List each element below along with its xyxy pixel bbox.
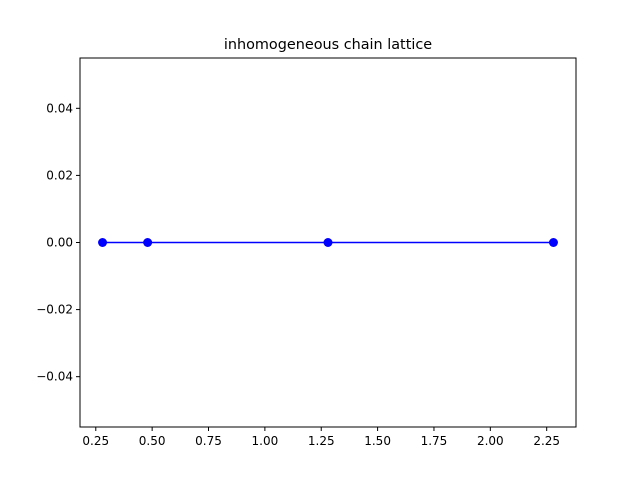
y-tick-label: 0.04 — [46, 101, 73, 115]
chart-title: inhomogeneous chain lattice — [224, 37, 432, 53]
data-point-0-0 — [98, 238, 108, 247]
x-tick-label: 2.00 — [477, 434, 504, 448]
x-tick-label: 0.75 — [195, 434, 222, 448]
data-point-0-3 — [548, 238, 558, 247]
y-axis: −0.04 −0.02 0.00 0.02 0.04 — [36, 101, 80, 384]
series-layer — [98, 238, 558, 247]
x-tick-label: 1.00 — [252, 434, 279, 448]
x-axis: 0.25 0.50 0.75 1.00 1.25 1.50 1.75 2.00 2.25 — [82, 427, 560, 448]
x-tick-label: 0.25 — [82, 434, 109, 448]
x-tick-label: 1.25 — [308, 434, 335, 448]
x-tick-label: 1.75 — [421, 434, 448, 448]
y-tick-label: −0.02 — [36, 303, 73, 317]
y-tick-label: −0.04 — [36, 370, 73, 384]
x-tick-label: 1.50 — [364, 434, 391, 448]
data-point-0-2 — [323, 238, 333, 247]
x-tick-label: 0.50 — [139, 434, 166, 448]
y-tick-label: 0.02 — [46, 168, 73, 182]
y-tick-label: 0.00 — [46, 236, 73, 250]
x-tick-label: 2.25 — [533, 434, 560, 448]
data-point-0-1 — [143, 238, 153, 247]
